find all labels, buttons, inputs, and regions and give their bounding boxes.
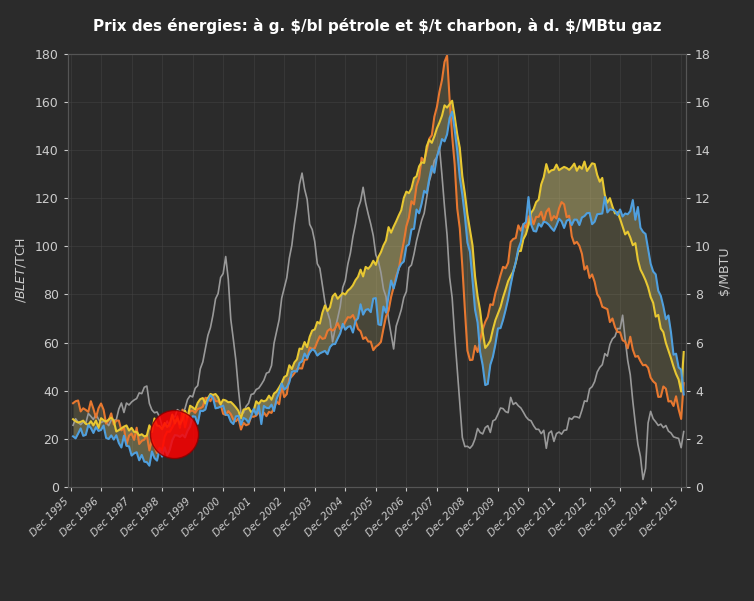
Y-axis label: $/MBTU: $/MBTU [718,246,731,294]
Text: Prix des énergies: à g. $/bl pétrole et $/t charbon, à d. $/MBtu gaz: Prix des énergies: à g. $/bl pétrole et … [93,18,661,34]
Y-axis label: $/BL ET $/TCH: $/BL ET $/TCH [14,237,28,304]
Point [168,429,180,439]
